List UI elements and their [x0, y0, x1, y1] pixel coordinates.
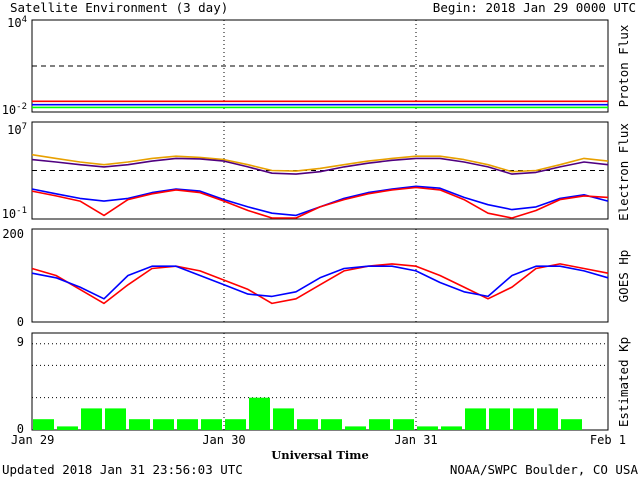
goes_hp-blue-trace — [31, 265, 609, 300]
day-divider-lines — [223, 20, 417, 430]
kp-bar — [369, 419, 390, 430]
kp-ytick-0: 0 — [17, 422, 24, 436]
kp-bar — [561, 419, 582, 430]
kp-bar — [177, 419, 198, 430]
kp-bar — [153, 419, 174, 430]
kp-bar — [513, 408, 534, 430]
kp-bar — [345, 426, 366, 430]
threshold-lines — [32, 65, 608, 171]
hp-ytick-0: 0 — [17, 315, 24, 329]
kp-bar — [81, 408, 102, 430]
electron-flux-label: Electron Flux — [616, 123, 631, 221]
kp-bar — [393, 419, 414, 430]
xtick-jan30: Jan 30 — [202, 433, 245, 447]
xtick-feb1: Feb 1 — [590, 433, 626, 447]
estimated-kp-label: Estimated Kp — [616, 337, 631, 427]
kp-bar — [225, 419, 246, 430]
kp-bars — [33, 397, 582, 430]
kp-panel-frame — [31, 332, 609, 431]
data-traces — [31, 100, 609, 305]
electron-purple-trace — [31, 157, 609, 175]
electron-orange-trace — [31, 153, 609, 173]
hp-ytick-200: 200 — [2, 227, 24, 241]
goes-hp-panel-frame — [31, 228, 609, 323]
proton-ytick-top: 104 — [7, 15, 27, 30]
updated-timestamp: Updated 2018 Jan 31 23:56:03 UTC — [2, 462, 243, 477]
electron-ytick-bottom: 10-1 — [2, 206, 27, 221]
goes-hp-label: GOES Hp — [616, 250, 631, 303]
electron-blue-trace — [31, 185, 609, 217]
kp-bar — [465, 408, 486, 430]
xtick-jan29: Jan 29 — [11, 433, 54, 447]
kp-bar — [33, 419, 54, 430]
electron-red-trace — [31, 186, 609, 219]
begin-time: Begin: 2018 Jan 29 0000 UTC — [433, 0, 636, 15]
kp-bar — [441, 426, 462, 430]
kp-bar — [57, 426, 78, 430]
xtick-jan31: Jan 31 — [394, 433, 437, 447]
kp-bar — [129, 419, 150, 430]
kp-bar — [321, 419, 342, 430]
kp-grid-lines — [32, 343, 608, 399]
kp-bar — [273, 408, 294, 430]
goes_hp-red-trace — [31, 263, 609, 305]
kp-bar — [201, 419, 222, 430]
chart-title: Satellite Environment (3 day) — [10, 0, 228, 15]
kp-bar — [297, 419, 318, 430]
proton-ytick-bottom: 10-2 — [2, 102, 27, 117]
proton-flux-label: Proton Flux — [616, 24, 631, 107]
kp-ytick-9: 9 — [17, 335, 24, 349]
electron-ytick-top: 107 — [7, 122, 27, 137]
x-axis-label: Universal Time — [271, 448, 369, 462]
kp-bar — [249, 397, 270, 430]
kp-bar — [537, 408, 558, 430]
kp-bar — [105, 408, 126, 430]
kp-bar — [417, 426, 438, 430]
source-credit: NOAA/SWPC Boulder, CO USA — [450, 462, 639, 477]
kp-bar — [489, 408, 510, 430]
